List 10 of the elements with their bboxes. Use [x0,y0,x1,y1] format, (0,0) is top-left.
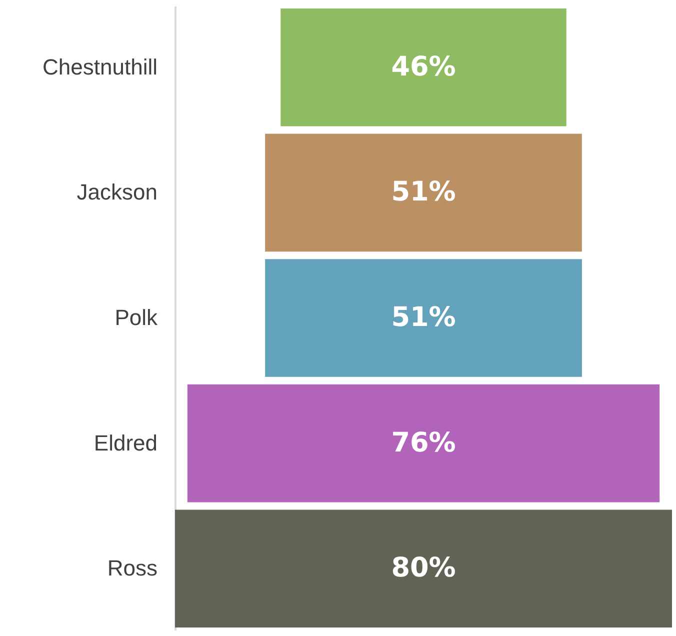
category-label: Polk [114,305,158,330]
data-label: 76% [391,427,456,458]
data-label: 80% [391,552,456,584]
category-label: Chestnuthill [42,54,158,80]
data-label: 51% [391,176,456,208]
category-label: Ross [107,556,158,581]
data-label: 46% [391,51,456,82]
category-label: Eldred [94,430,158,456]
data-label: 51% [391,302,456,333]
category-label: Jackson [76,180,158,205]
